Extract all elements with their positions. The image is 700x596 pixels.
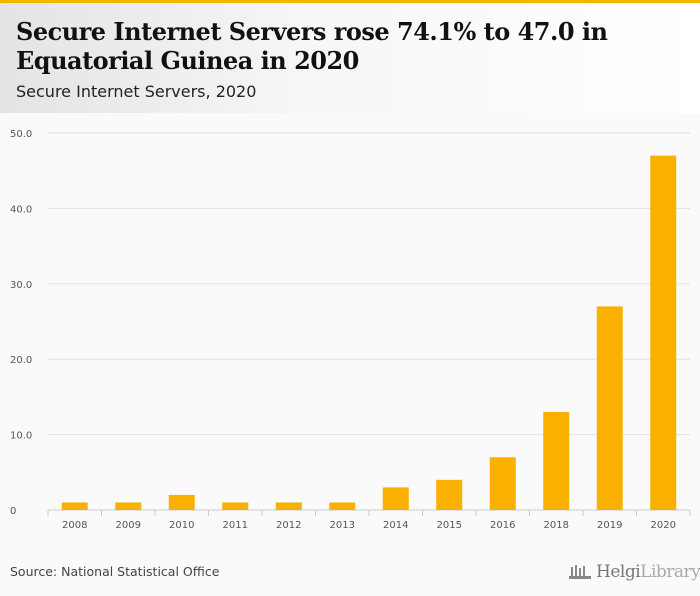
y-tick-label: 30.0 — [10, 280, 32, 291]
bar-2008 — [61, 502, 88, 510]
chart-title: Secure Internet Servers rose 74.1% to 47… — [16, 17, 608, 75]
y-tick-label: 0 — [10, 506, 16, 517]
bar-chart: 0 10.0 20.0 30.0 40.0 50.0 2008 2009 2010 2011 201… — [10, 129, 691, 531]
x-tick-label: 2010 — [169, 520, 194, 531]
x-tick-label: 2013 — [330, 520, 355, 531]
bar-2014 — [382, 487, 409, 510]
x-tick-label: 2009 — [116, 520, 141, 531]
helgi-library-logo[interactable]: Helgi Library. — [568, 562, 700, 582]
bar-2019 — [596, 306, 623, 510]
x-tick-label: 2011 — [223, 520, 248, 531]
y-tick-label: 40.0 — [10, 204, 32, 215]
bar-2016 — [489, 457, 516, 510]
bar-2015 — [436, 479, 463, 510]
accent-bar — [0, 0, 700, 3]
chart-subtitle: Secure Internet Servers, 2020 — [16, 82, 257, 101]
x-tick-label: 2019 — [597, 520, 622, 531]
x-tick-label: 2012 — [276, 520, 301, 531]
library-logo-icon — [569, 565, 591, 579]
bar-2009 — [115, 502, 142, 510]
header: Secure Internet Servers rose 74.1% to 47… — [0, 3, 700, 113]
logo-text-library: Library. — [640, 562, 700, 582]
bar-2010 — [168, 494, 195, 510]
x-tick-label: 2014 — [383, 520, 408, 531]
x-tick-label: 2020 — [651, 520, 676, 531]
bar-2011 — [222, 502, 249, 510]
x-tick-label: 2008 — [62, 520, 87, 531]
y-tick-label: 10.0 — [10, 431, 32, 442]
x-tick-label: 2016 — [490, 520, 515, 531]
bar-2020 — [650, 155, 677, 510]
source-note: Source: National Statistical Office — [10, 564, 220, 579]
y-tick-label: 50.0 — [10, 129, 32, 140]
x-tick-label: 2018 — [544, 520, 569, 531]
bar-2013 — [329, 502, 356, 510]
bar-2012 — [275, 502, 302, 510]
logo-text-helgi: Helgi — [596, 562, 641, 582]
y-tick-label: 20.0 — [10, 355, 32, 366]
x-tick-label: 2015 — [437, 520, 462, 531]
bar-2018 — [543, 411, 570, 510]
